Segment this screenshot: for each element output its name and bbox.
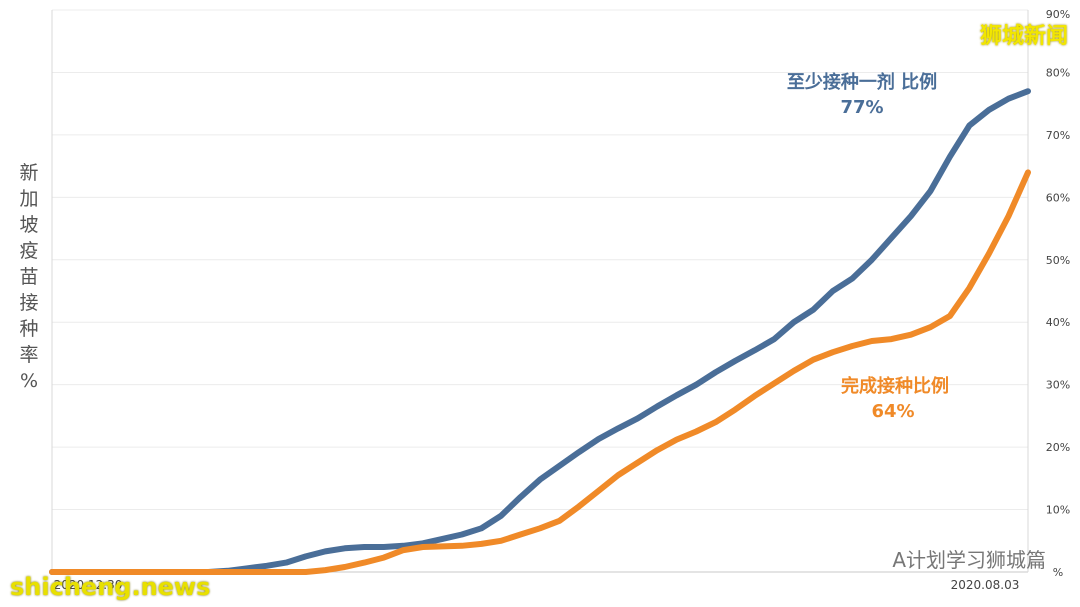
wechat-account-tag: A计划学习狮城篇 <box>892 548 1046 572</box>
full-dose-annotation-value: 64% <box>871 401 914 422</box>
y-tick-label: 20% <box>1046 441 1070 454</box>
y-tick-label: % <box>1053 566 1063 579</box>
x-tick-labels: 2020.12.30 2020.08.03 <box>54 578 1020 592</box>
y-tick-label: 50% <box>1046 254 1070 267</box>
y-axis-title: 新加坡疫苗接种率% <box>14 160 44 394</box>
y-axis-title-char: 率 <box>19 344 39 366</box>
first-dose-annotation-label: 至少接种一剂 比例 <box>787 71 937 93</box>
y-tick-label: 70% <box>1046 129 1070 142</box>
x-tick-label: 2020.12.30 <box>54 578 123 592</box>
full-dose-series-line <box>49 169 1031 575</box>
watermark-top-right: 狮城新闻 <box>979 24 1068 49</box>
y-axis-title-char: 新 <box>19 162 39 184</box>
y-tick-label: 30% <box>1046 379 1070 392</box>
y-tick-label: 60% <box>1046 191 1070 204</box>
series-layer <box>49 88 1031 575</box>
y-tick-labels: % 10% 20% 30% 40% 50% 60% 70% 80% 90% <box>1046 8 1070 579</box>
y-axis-title-char: 种 <box>19 318 39 340</box>
y-tick-label: 40% <box>1046 316 1070 329</box>
y-axis-title-char: 加 <box>19 188 39 210</box>
first-dose-annotation-value: 77% <box>840 97 883 118</box>
grid-lines <box>52 9 1028 573</box>
x-tick-label: 2020.08.03 <box>951 578 1020 592</box>
y-axis-title-char: 坡 <box>19 214 39 236</box>
y-axis-title-char: 疫 <box>19 240 39 262</box>
full-dose-annotation-label: 完成接种比例 <box>841 375 949 397</box>
y-axis-title-char: 苗 <box>19 266 39 288</box>
y-axis-title-char: % <box>19 370 39 392</box>
y-tick-label: 90% <box>1046 8 1070 21</box>
y-tick-label: 80% <box>1046 66 1070 79</box>
first-dose-series-line <box>49 88 1031 575</box>
y-axis-title-char: 接 <box>19 292 39 314</box>
watermark-bottom-left: shicheng.news <box>10 573 211 601</box>
y-tick-label: 10% <box>1046 504 1070 517</box>
